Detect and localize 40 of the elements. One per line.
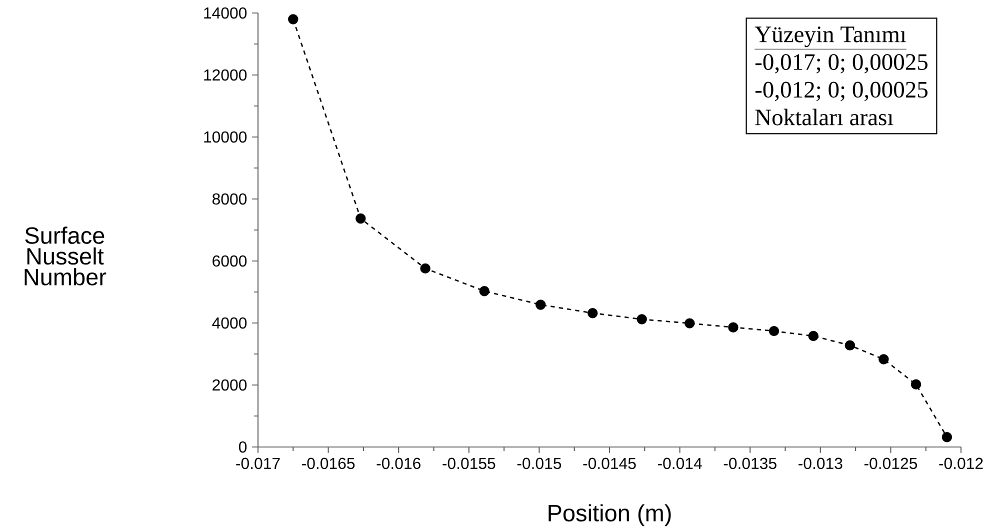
y-axis-title: Surface Nusselt Number bbox=[24, 226, 106, 286]
y-tick-label: 2000 bbox=[212, 379, 247, 391]
y-tick-label: 4000 bbox=[212, 317, 247, 329]
point bbox=[356, 213, 366, 224]
point bbox=[910, 379, 922, 390]
y-tick-label: 12000 bbox=[204, 69, 247, 81]
x-tick-label: -0.013 bbox=[798, 458, 842, 470]
x-tick-label: -0.0135 bbox=[724, 458, 776, 470]
point bbox=[684, 318, 695, 328]
point bbox=[768, 326, 780, 336]
point bbox=[942, 432, 952, 442]
point bbox=[808, 330, 818, 342]
x-tick-label: -0.015 bbox=[517, 458, 562, 470]
y-tick-label: 14000 bbox=[204, 7, 247, 19]
point bbox=[288, 14, 298, 24]
point bbox=[535, 300, 546, 310]
x-tick-label: -0.0125 bbox=[864, 458, 918, 470]
annotation: Yüzeyin Tanımı bbox=[754, 26, 906, 48]
point bbox=[878, 354, 889, 364]
y-tick-label: 0 bbox=[238, 441, 247, 453]
x-tick-label: -0.017 bbox=[236, 458, 280, 470]
x-tick-label: -0.0165 bbox=[302, 458, 355, 470]
annotation: Noktaları arası bbox=[755, 108, 894, 126]
point bbox=[728, 322, 738, 332]
x-tick-label: -0.0145 bbox=[583, 458, 636, 470]
x-tick-label: -0.012 bbox=[939, 458, 983, 470]
point bbox=[479, 286, 490, 296]
x-axis-title: Position (m) bbox=[548, 504, 671, 526]
point bbox=[844, 340, 856, 350]
y-tick-label: 10000 bbox=[204, 131, 247, 143]
point bbox=[588, 308, 598, 318]
point bbox=[636, 314, 647, 324]
x-tick-label: -0.014 bbox=[658, 458, 702, 470]
annotation: -0,017; 0; 0,00025 bbox=[755, 54, 928, 74]
x-tick-label: -0.0155 bbox=[442, 458, 496, 470]
y-tick-label: 8000 bbox=[212, 193, 247, 205]
x-tick-label: -0.016 bbox=[376, 458, 420, 470]
point bbox=[420, 263, 430, 274]
annotation: -0,012; 0; 0,00025 bbox=[755, 82, 928, 102]
y-tick-label: 6000 bbox=[212, 255, 247, 267]
